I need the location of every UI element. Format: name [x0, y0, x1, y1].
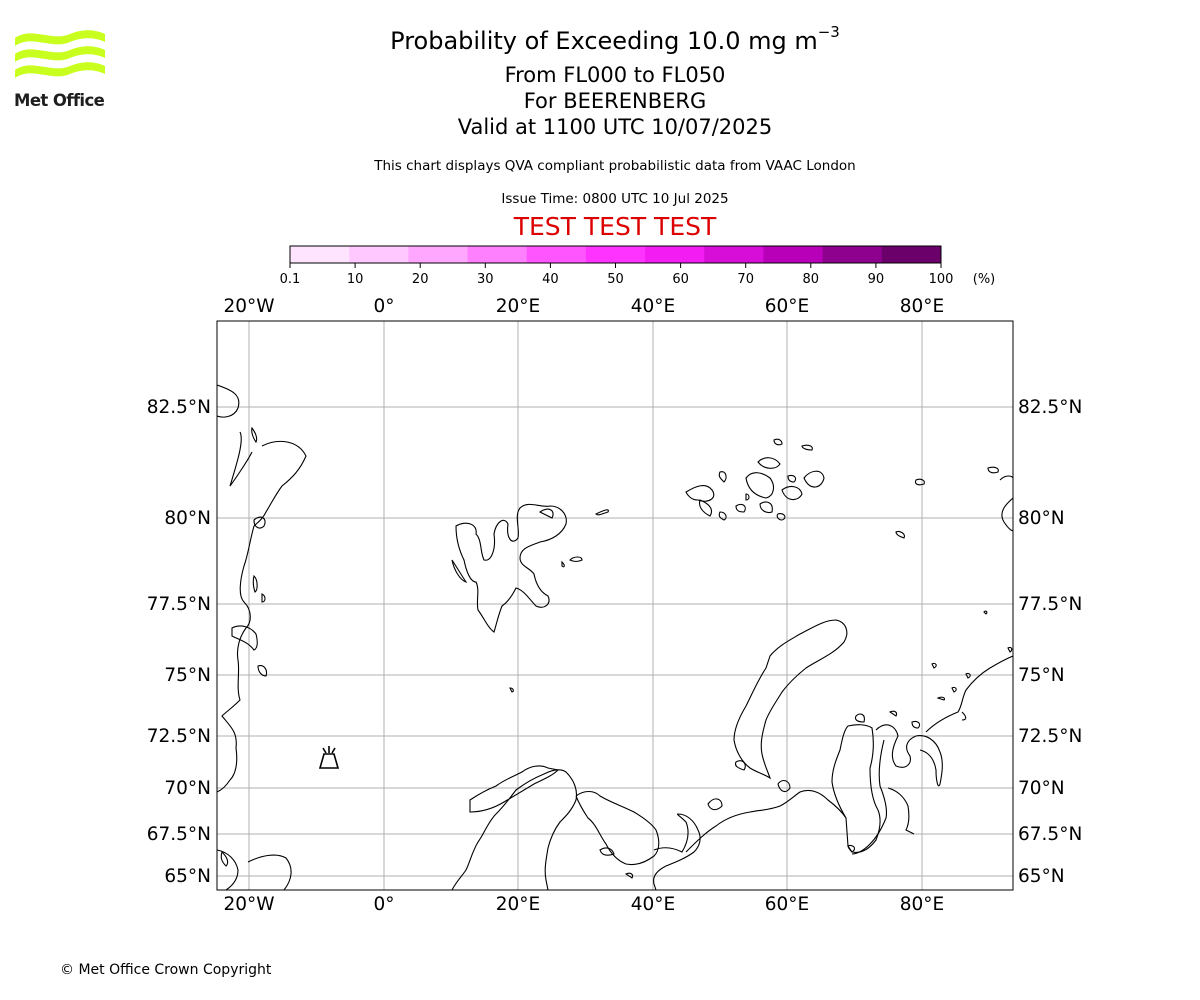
latitude-label-left: 80°N [164, 508, 211, 529]
colorbar-tick-label: 40 [542, 272, 559, 287]
longitude-label-top: 40°E [631, 296, 675, 317]
longitude-label-top: 80°E [900, 296, 944, 317]
flight-level-range: From FL000 to FL050 [504, 63, 726, 87]
colorbar-cell [585, 246, 646, 263]
latitude-labels-left: 82.5°N 80°N 77.5°N 75°N 72.5°N 70°N 67.5°N 65°N [147, 397, 211, 887]
coastline-scandinavia [451, 769, 847, 890]
coastline-greenland [217, 384, 307, 890]
map-gridlines [217, 321, 1013, 890]
colorbar-cell [467, 246, 528, 263]
longitude-label-top: 20°W [223, 296, 274, 317]
chart-title-text: Probability of Exceeding 10.0 mg m [390, 27, 818, 55]
colorbar-tick-label: 60 [672, 272, 689, 287]
colorbar-tick-label: 90 [868, 272, 885, 287]
colorbar-cell [349, 246, 409, 263]
map-background [217, 321, 1013, 890]
latitude-label-right: 65°N [1018, 866, 1065, 887]
chart-description: This chart displays QVA compliant probab… [374, 158, 856, 174]
latitude-label-right: 77.5°N [1018, 594, 1082, 615]
colorbar-cell [763, 246, 824, 263]
latitude-label-right: 72.5°N [1018, 726, 1082, 747]
coastline-novaya-zemlya [733, 619, 848, 780]
chart-title: Probability of Exceeding 10.0 mg m−3 [0, 23, 1200, 55]
latitude-label-right: 67.5°N [1018, 824, 1082, 845]
volcano-icon [318, 746, 340, 769]
map-frame [216, 320, 1014, 891]
longitude-label-bottom: 20°E [496, 894, 540, 915]
coastline-franz-josef-land [685, 484, 715, 502]
colorbar-tick-label: 70 [737, 272, 754, 287]
colorbar-tick-label: 10 [347, 272, 364, 287]
longitude-label-top: 0° [373, 296, 394, 317]
latitude-label-left: 82.5°N [147, 397, 211, 418]
colorbar: 0.1 10 20 30 40 50 60 70 80 90 100 (%) [280, 245, 996, 287]
colorbar-cell [526, 246, 587, 263]
colorbar-cell [881, 246, 942, 263]
colorbar-tick-label: 0.1 [280, 272, 301, 287]
latitude-label-right: 80°N [1018, 508, 1065, 529]
latitude-label-left: 72.5°N [147, 726, 211, 747]
coastline-svalbard [455, 503, 567, 633]
coastlines [217, 384, 1013, 890]
colorbar-tick-label: 100 [929, 272, 954, 287]
longitude-labels-top: 20°W 0° 20°E 40°E 60°E 80°E [223, 296, 944, 317]
longitude-label-bottom: 40°E [631, 894, 675, 915]
colorbar-cell [704, 246, 764, 263]
met-office-logo: Met Office [12, 28, 112, 112]
colorbar-tick-label: 30 [477, 272, 494, 287]
latitude-label-left: 75°N [164, 665, 211, 686]
logo-text: Met Office [14, 91, 105, 110]
colorbar-unit: (%) [973, 272, 996, 287]
volcano-name: For BEERENBERG [523, 89, 707, 113]
colorbar-tick-label: 20 [412, 272, 429, 287]
colorbar-cell [645, 246, 705, 263]
colorbar-cell [822, 246, 883, 263]
chart-title-exponent: −3 [817, 23, 840, 41]
longitude-label-bottom: 20°W [223, 894, 274, 915]
issue-time: Issue Time: 0800 UTC 10 Jul 2025 [501, 191, 729, 207]
latitude-labels-right: 82.5°N 80°N 77.5°N 75°N 72.5°N 70°N 67.5°N 65°N [1018, 397, 1082, 887]
test-banner: TEST TEST TEST [513, 212, 717, 241]
latitude-label-left: 67.5°N [147, 824, 211, 845]
met-office-wave-icon [15, 30, 105, 78]
longitude-label-bottom: 80°E [900, 894, 944, 915]
copyright-notice: © Met Office Crown Copyright [60, 962, 272, 978]
longitude-label-top: 60°E [765, 296, 809, 317]
longitude-label-bottom: 0° [373, 894, 394, 915]
coastline-taymyr [925, 655, 1013, 733]
longitude-labels-bottom: 20°W 0° 20°E 40°E 60°E 80°E [223, 894, 944, 915]
longitude-label-top: 20°E [496, 296, 540, 317]
colorbar-cell [408, 246, 469, 263]
latitude-label-left: 77.5°N [147, 594, 211, 615]
latitude-label-right: 82.5°N [1018, 397, 1082, 418]
latitude-label-left: 65°N [164, 866, 211, 887]
latitude-label-right: 70°N [1018, 778, 1065, 799]
coastline-yamal [831, 724, 881, 853]
colorbar-cell [290, 246, 350, 263]
colorbar-tick-label: 50 [607, 272, 624, 287]
latitude-label-right: 75°N [1018, 665, 1065, 686]
valid-time: Valid at 1100 UTC 10/07/2025 [457, 115, 773, 139]
longitude-label-bottom: 60°E [765, 894, 809, 915]
latitude-label-left: 70°N [164, 778, 211, 799]
colorbar-tick-label: 80 [803, 272, 820, 287]
